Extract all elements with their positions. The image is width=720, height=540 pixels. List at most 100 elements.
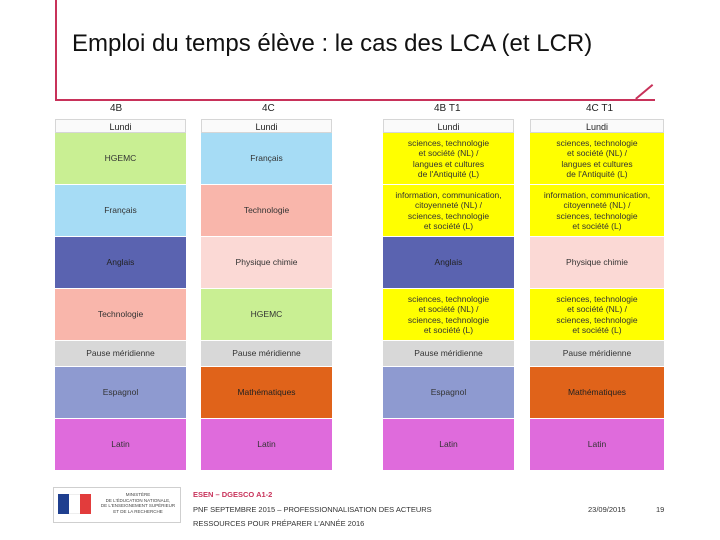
timetable-cell-text: Pause méridienne	[562, 348, 632, 359]
timetable-cell: Anglais	[383, 237, 514, 289]
timetable-cell-text: sciences, technologie	[407, 210, 490, 221]
footer-org: ESEN – DGESCO A1-2	[193, 490, 273, 499]
frame-line-bottom	[55, 99, 655, 101]
footer-line-3: RESSOURCES POUR PRÉPARER L'ANNÉE 2016	[193, 519, 365, 528]
timetable-cell-text: HGEMC	[104, 153, 137, 164]
timetable-cell: Mathématiques	[530, 367, 664, 419]
timetable-cell: information, communication, citoyenneté (…	[530, 185, 664, 237]
timetable-cell: Pause méridienne	[383, 341, 514, 367]
day-label: Lundi	[530, 119, 664, 133]
timetable-cell-text: information, communication,	[543, 190, 651, 201]
timetable-cell-text: et société (L)	[572, 324, 622, 335]
timetable-cell-text: sciences, technologie	[407, 314, 490, 325]
slide-title: Emploi du temps élève : le cas des LCA (…	[72, 30, 593, 57]
timetable-cell: information, communication, citoyenneté (…	[383, 185, 514, 237]
timetable-cell-text: Technologie	[243, 205, 290, 216]
timetable-cell-text: et société (NL) /	[418, 304, 479, 315]
logo-text-line: DE L'ÉDUCATION NATIONALE,	[105, 497, 171, 503]
timetable-cell-text: et société (L)	[572, 220, 622, 231]
timetable-cell-text: sciences, technologie	[407, 294, 490, 305]
timetable-cell: Mathématiques	[201, 367, 332, 419]
day-label: Lundi	[55, 119, 186, 133]
timetable-cell-text: sciences, technologie	[556, 138, 638, 149]
timetable-cell: HGEMC	[201, 289, 332, 341]
timetable-cell: Physique chimie	[530, 237, 664, 289]
column-header-4ct1: 4C T1	[586, 103, 614, 114]
timetable-cell-text: Français	[104, 205, 137, 216]
timetable-cell-text: et société (L)	[423, 324, 474, 335]
timetable-cell-text: sciences, technologie	[556, 314, 638, 325]
timetable-cell: Latin	[55, 419, 186, 471]
logo-text-line: MINISTÈRE	[125, 492, 151, 497]
ministry-logo-text: MINISTÈRE DE L'ÉDUCATION NATIONALE, DE L'E…	[98, 492, 178, 514]
timetable-cell-text: Mathématiques	[237, 387, 296, 398]
footer-date: 23/09/2015	[588, 505, 626, 514]
frame-line-left	[55, 0, 57, 100]
timetable-cell: Anglais	[55, 237, 186, 289]
timetable-cell-text: Français	[250, 153, 283, 164]
timetable-cell: Latin	[201, 419, 332, 471]
timetable-cell-text: Technologie	[97, 309, 144, 320]
timetable-cell-text: citoyenneté (NL) /	[414, 200, 483, 211]
timetable-cell-text: sciences, technologie	[556, 294, 638, 305]
timetable-cell-text: Latin	[111, 439, 130, 450]
timetable-cell: Pause méridienne	[201, 341, 332, 367]
timetable-cell-text: Anglais	[434, 257, 463, 268]
timetable-cell-text: et société (L)	[423, 220, 474, 231]
timetable-cell: sciences, technologie et société (NL) / sc…	[530, 289, 664, 341]
timetable-cell-text: et société (NL) /	[567, 304, 627, 315]
timetable-cell: Français	[55, 185, 186, 237]
timetable-column-4bt1: Lundi sciences, technologie et société (NL…	[383, 119, 514, 471]
timetable-cell: Latin	[383, 419, 514, 471]
timetable-cell: Technologie	[201, 185, 332, 237]
logo-text-line: ET DE LA RECHERCHE	[113, 508, 163, 514]
timetable-cell: Technologie	[55, 289, 186, 341]
day-label: Lundi	[383, 119, 514, 133]
timetable-cell-text: sciences, technologie	[556, 210, 638, 221]
column-header-4b: 4B	[110, 103, 123, 114]
timetable-cell-text: Pause méridienne	[232, 348, 301, 359]
timetable-cell-text: Anglais	[106, 257, 135, 268]
timetable-cell: Pause méridienne	[530, 341, 664, 367]
timetable-cell-text: citoyenneté (NL) /	[563, 200, 631, 211]
timetable-cell-text: Pause méridienne	[86, 348, 155, 359]
timetable-cell: Français	[201, 133, 332, 185]
timetable-cell-text: information, communication,	[395, 190, 502, 201]
timetable-cell: sciences, technologie et société (NL) / sc…	[383, 289, 514, 341]
timetable-column-4c: Lundi Français Technologie Physique chimie H…	[201, 119, 332, 471]
french-flag-icon	[58, 494, 92, 514]
timetable-column-4b: Lundi HGEMC Français Anglais Technologie Paus…	[55, 119, 186, 471]
footer-page-number: 19	[656, 505, 665, 514]
timetable-column-4ct1: Lundi sciences, technologie et société (NL…	[530, 119, 664, 471]
timetable-cell: Espagnol	[383, 367, 514, 419]
timetable-cell: Latin	[530, 419, 664, 471]
timetable-cell: sciences, technologie et société (NL) / la…	[383, 133, 514, 185]
timetable-cell: Physique chimie	[201, 237, 332, 289]
timetable-cell-text: Latin	[587, 439, 607, 450]
timetable-cell-text: Latin	[439, 439, 458, 450]
column-header-4c: 4C	[262, 103, 275, 114]
timetable-cell-text: et société (NL) /	[418, 148, 479, 159]
timetable-cell-text: sciences, technologie	[407, 138, 490, 149]
timetable-cell: Espagnol	[55, 367, 186, 419]
timetable-cell-text: Physique chimie	[566, 257, 628, 268]
ministry-logo: MINISTÈRE DE L'ÉDUCATION NATIONALE, DE L'E…	[53, 487, 181, 523]
timetable-cell-text: Physique chimie	[235, 257, 298, 268]
timetable-cell-text: langues et cultures	[412, 158, 485, 169]
timetable-cell: HGEMC	[55, 133, 186, 185]
timetable-cell: sciences, technologie et société (NL) / la…	[530, 133, 664, 185]
timetable-cell-text: de l'Antiquité (L)	[417, 168, 480, 179]
timetable-cell: Pause méridienne	[55, 341, 186, 367]
column-header-4bt1: 4B T1	[434, 103, 461, 114]
timetable-cell-text: Mathématiques	[567, 387, 627, 398]
timetable-cell-text: Pause méridienne	[414, 348, 483, 359]
logo-text-line: DE L'ENSEIGNEMENT SUPÉRIEUR	[100, 503, 176, 508]
timetable-cell-text: HGEMC	[250, 309, 283, 320]
timetable-cell-text: langues et cultures	[561, 158, 633, 169]
frame-line-diagonal	[635, 84, 654, 100]
timetable-cell-text: de l'Antiquité (L)	[566, 168, 628, 179]
footer-line-2: PNF SEPTEMBRE 2015 – PROFESSIONNALISATIO…	[193, 505, 432, 514]
timetable-cell-text: et société (NL) /	[567, 148, 627, 159]
timetable-cell-text: Espagnol	[430, 387, 467, 398]
timetable-cell-text: Espagnol	[102, 387, 139, 398]
